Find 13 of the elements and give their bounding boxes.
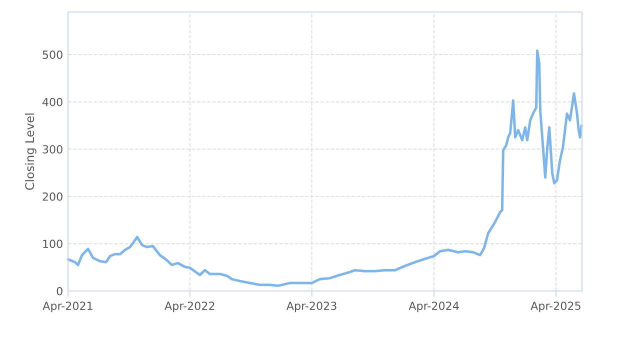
y-tick-label: 0 bbox=[56, 286, 62, 296]
y-tick-label: 100 bbox=[43, 240, 62, 248]
x-tick-label: Apr-2023 bbox=[286, 302, 336, 312]
y-tick-label: 200 bbox=[42, 192, 62, 201]
y-tick-label: 400 bbox=[42, 98, 62, 106]
x-tick-label: Apr-2025 bbox=[530, 302, 580, 312]
y-axis-title: Closing Level bbox=[24, 114, 36, 190]
x-tick-label: Apr-2022 bbox=[164, 302, 214, 312]
x-tick-label: Apr-2021 bbox=[42, 302, 92, 312]
y-tick-label: 300 bbox=[42, 145, 62, 154]
x-tick-label: Apr-2024 bbox=[408, 302, 459, 312]
line-series bbox=[66, 50, 583, 288]
y-tick-label: 500 bbox=[42, 50, 62, 59]
